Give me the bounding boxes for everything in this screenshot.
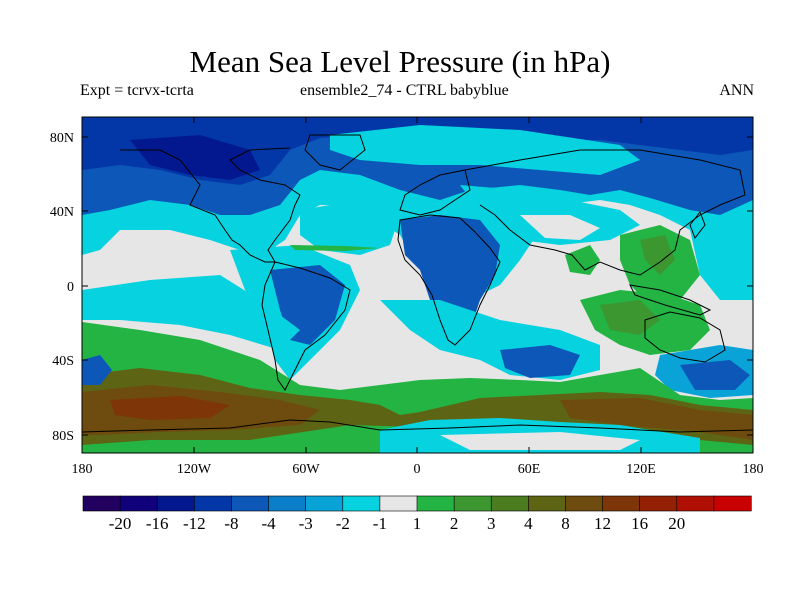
colorbar-label: -8 [224, 514, 238, 533]
pressure-field [82, 117, 753, 453]
colorbar-swatch [379, 495, 418, 512]
lat-label-80n: 80N [50, 131, 74, 146]
map-title: Mean Sea Level Pressure (in hPa) [189, 44, 611, 79]
field-atlantic-cyan [300, 200, 400, 255]
colorbar-label: -20 [109, 514, 132, 533]
colorbar-label: 4 [524, 514, 533, 533]
colorbar-swatch [305, 495, 344, 512]
colorbar: -20 -16 -12 -8 -4 -3 -2 -1 1 2 3 4 8 12 16 20 [82, 495, 752, 533]
field-southeast-pacific-blue [82, 355, 112, 385]
colorbar-label: -12 [183, 514, 206, 533]
colorbar-label: -2 [336, 514, 350, 533]
colorbar-swatch [676, 495, 715, 512]
colorbar-label: 12 [594, 514, 611, 533]
colorbar-label: -16 [146, 514, 169, 533]
lat-label-equator: 0 [67, 280, 74, 295]
colorbar-swatch [416, 495, 455, 512]
longitude-axis: 180 120W 60W 0 60E 120E 180 [72, 117, 764, 477]
field-wpac-dark-green [640, 235, 675, 275]
colorbar-swatch [82, 495, 121, 512]
colorbar-label: 2 [450, 514, 459, 533]
colorbar-label: -4 [261, 514, 276, 533]
colorbar-swatch [119, 495, 158, 512]
lat-label-40n: 40N [50, 205, 74, 220]
lon-tick-60e: 60E [518, 117, 541, 477]
field-arctic-cyan [330, 125, 640, 175]
coast-indonesia [629, 284, 712, 316]
colorbar-label: 8 [561, 514, 570, 533]
field-atlantic-green-streak [290, 245, 380, 251]
latitude-axis: 80N 40N 0 40S 80S [50, 131, 753, 444]
coast-europe [399, 169, 471, 216]
lat-label-80s: 80S [52, 429, 74, 444]
lon-tick-180w: 180 [72, 462, 93, 477]
colorbar-label: 3 [487, 514, 496, 533]
lon-label-120w: 120W [177, 462, 212, 477]
field-asia-neutral [520, 215, 600, 240]
lat-tick-40n: 40N [50, 205, 753, 220]
field-south-brown-east [560, 398, 753, 440]
coast-south-america [261, 261, 351, 391]
colorbar-swatch [528, 495, 567, 512]
lat-tick-80n: 80N [50, 131, 753, 146]
season-label: ANN [719, 82, 754, 99]
field-greenland-navy [130, 135, 260, 180]
lon-tick-120e: 120E [626, 117, 656, 477]
lat-tick-40s: 40S [52, 354, 753, 369]
field-antarctic-neutral [440, 432, 640, 450]
lon-tick-120w: 120W [177, 117, 212, 477]
coast-africa [397, 214, 501, 346]
lon-label-180-left: 180 [72, 462, 93, 477]
field-australia-south-deep [680, 360, 750, 390]
colorbar-label: 1 [413, 514, 422, 533]
colorbar-label: 20 [668, 514, 685, 533]
lon-label-0: 0 [414, 462, 421, 477]
lat-tick-0: 0 [67, 280, 753, 295]
colorbar-label: -3 [299, 514, 313, 533]
colorbar-swatch [453, 495, 492, 512]
coast-australia [644, 311, 726, 363]
colorbar-swatch [490, 495, 529, 512]
experiment-label: Expt = tcrvx-tcrta [80, 82, 194, 99]
colorbar-swatch [156, 495, 195, 512]
lon-label-120e: 120E [626, 462, 656, 477]
colorbar-swatch [194, 495, 233, 512]
lon-tick-0: 0 [414, 117, 421, 477]
lon-label-60e: 60E [518, 462, 541, 477]
coast-asia [464, 149, 746, 276]
coastlines [82, 134, 753, 433]
colorbar-swatch [231, 495, 270, 512]
lon-tick-180e: 180 [743, 462, 764, 477]
colorbar-swatch [602, 495, 641, 512]
colorbar-label: 16 [631, 514, 648, 533]
field-south-dark-brown [110, 396, 230, 420]
field-south-cyan-band [82, 275, 300, 350]
coast-japan [689, 210, 706, 240]
coast-antarctica [82, 419, 753, 433]
lon-tick-60w: 60W [292, 117, 320, 477]
lat-tick-80s: 80S [52, 429, 753, 444]
colorbar-swatch [565, 495, 604, 512]
ensemble-label: ensemble2_74 - CTRL babyblue [300, 82, 509, 99]
field-south-atlantic-blue [500, 345, 580, 378]
colorbar-swatch [268, 495, 307, 512]
lat-label-40s: 40S [52, 354, 74, 369]
field-india-green [565, 245, 600, 275]
colorbar-swatch [713, 495, 752, 512]
lon-label-60w: 60W [292, 462, 320, 477]
coast-greenland [304, 134, 366, 171]
colorbar-swatch [342, 495, 381, 512]
colorbar-label: -1 [373, 514, 387, 533]
lon-label-180-right: 180 [743, 462, 764, 477]
colorbar-swatch [639, 495, 678, 512]
